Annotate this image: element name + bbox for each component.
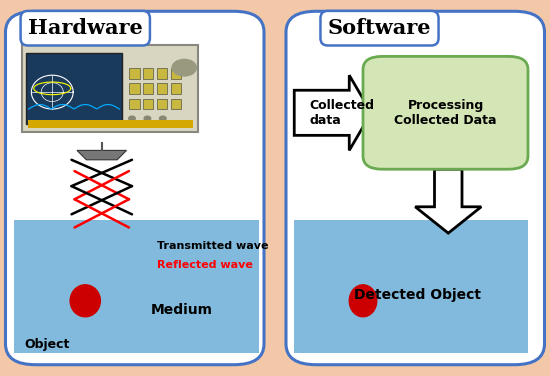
Bar bbox=[143, 68, 153, 79]
Bar bbox=[143, 83, 153, 94]
Text: Reflected wave: Reflected wave bbox=[157, 260, 252, 270]
Text: Transmitted wave: Transmitted wave bbox=[157, 241, 268, 251]
FancyBboxPatch shape bbox=[22, 45, 198, 132]
FancyBboxPatch shape bbox=[286, 11, 544, 365]
Text: Processing
Collected Data: Processing Collected Data bbox=[394, 99, 497, 127]
Polygon shape bbox=[294, 75, 371, 150]
FancyBboxPatch shape bbox=[363, 56, 528, 169]
Circle shape bbox=[160, 116, 166, 121]
Text: Object: Object bbox=[24, 338, 69, 350]
Polygon shape bbox=[77, 150, 127, 160]
Bar bbox=[170, 99, 181, 109]
Bar bbox=[157, 83, 167, 94]
Text: Detected Object: Detected Object bbox=[355, 288, 481, 302]
Text: Collected
data: Collected data bbox=[309, 99, 374, 127]
Text: Medium: Medium bbox=[151, 303, 212, 317]
Bar bbox=[129, 68, 140, 79]
FancyBboxPatch shape bbox=[14, 220, 258, 353]
FancyBboxPatch shape bbox=[26, 53, 122, 124]
Bar bbox=[129, 99, 140, 109]
Ellipse shape bbox=[70, 285, 100, 317]
Bar bbox=[170, 83, 181, 94]
Bar bbox=[157, 68, 167, 79]
Circle shape bbox=[129, 116, 135, 121]
Text: Hardware: Hardware bbox=[28, 18, 142, 38]
Text: Software: Software bbox=[328, 18, 431, 38]
Polygon shape bbox=[415, 169, 481, 233]
Bar bbox=[170, 68, 181, 79]
FancyBboxPatch shape bbox=[28, 120, 192, 128]
Ellipse shape bbox=[349, 285, 377, 317]
Circle shape bbox=[172, 59, 196, 76]
Bar bbox=[129, 83, 140, 94]
Circle shape bbox=[144, 116, 151, 121]
FancyBboxPatch shape bbox=[294, 220, 528, 353]
FancyBboxPatch shape bbox=[6, 11, 264, 365]
Bar bbox=[143, 99, 153, 109]
Bar bbox=[157, 99, 167, 109]
